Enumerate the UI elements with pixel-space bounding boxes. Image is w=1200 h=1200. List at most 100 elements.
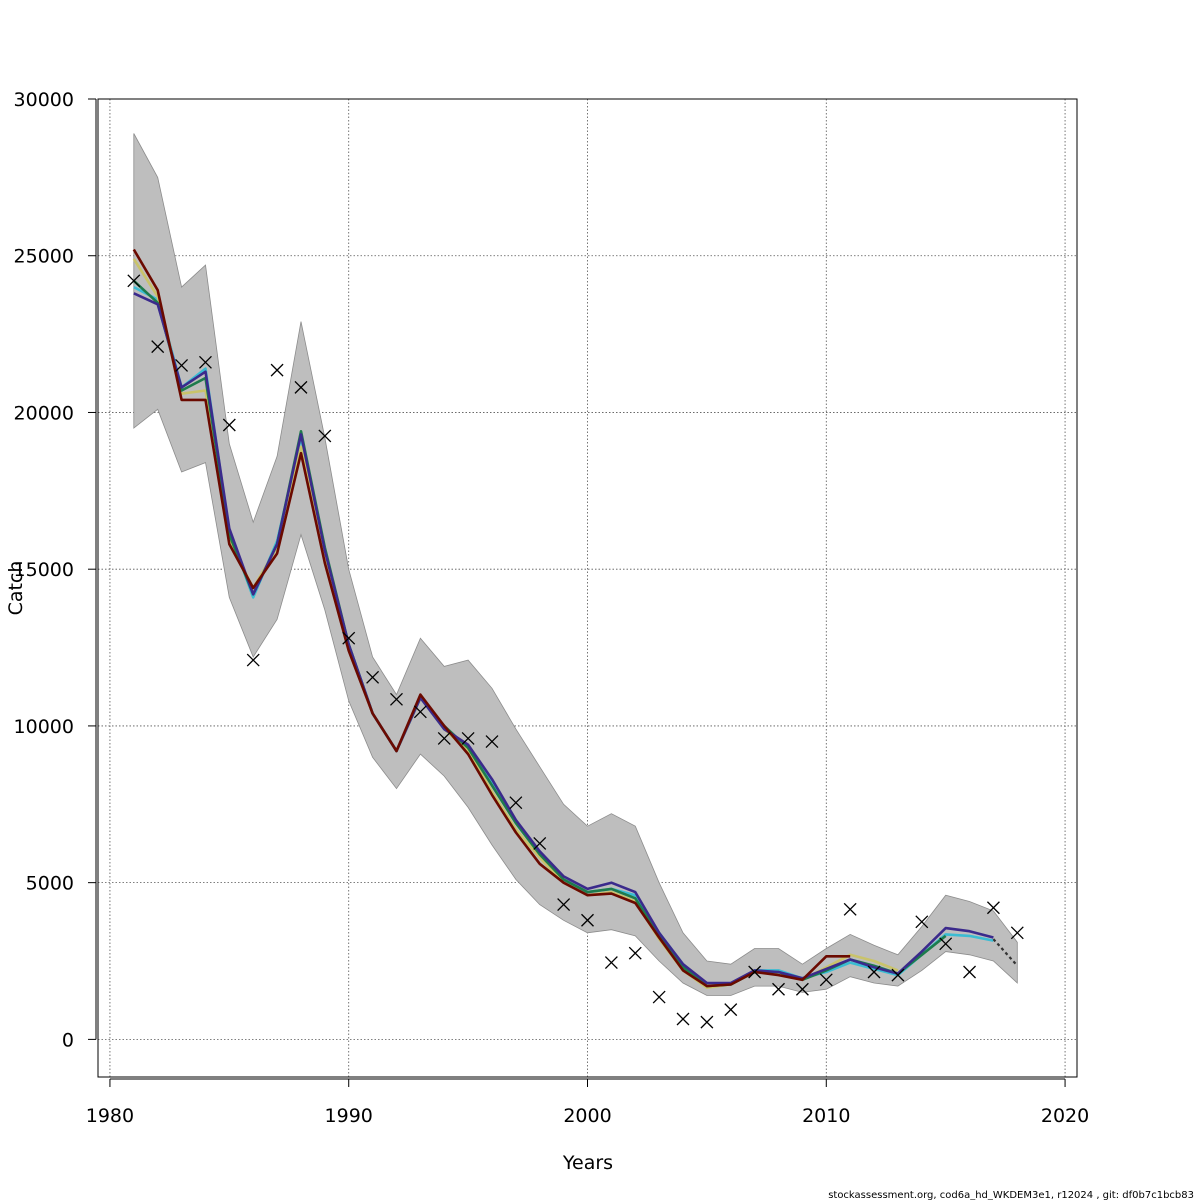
x-axis: 1980 1990 2000 2010 2020 xyxy=(86,1078,1089,1127)
observed-point-stroke xyxy=(151,340,165,354)
observed-point-stroke xyxy=(342,631,356,645)
observed-point xyxy=(963,965,977,979)
observed-point xyxy=(461,732,475,745)
observed-point xyxy=(270,363,284,377)
observed-point xyxy=(652,990,666,1004)
observed-point-stroke xyxy=(748,965,762,979)
observed-point-stroke xyxy=(986,901,1000,915)
observed-point xyxy=(366,670,380,684)
x-tick-label: 1990 xyxy=(325,1105,373,1127)
observed-point-stroke xyxy=(246,653,260,667)
observed-point-stroke xyxy=(413,705,427,719)
observed-point xyxy=(151,340,165,354)
observed-point xyxy=(581,913,594,927)
y-tick-label: 15000 xyxy=(14,559,74,581)
observed-point-stroke xyxy=(533,837,547,850)
y-tick-label: 20000 xyxy=(14,402,74,424)
observed-point xyxy=(628,946,642,960)
observed-point-stroke xyxy=(270,363,284,377)
observed-point-stroke xyxy=(891,968,905,982)
observed-point-stroke xyxy=(509,796,523,810)
observed-point-stroke xyxy=(127,274,141,288)
observed-point-stroke xyxy=(915,915,929,929)
observed-point xyxy=(1010,926,1024,940)
observed-point xyxy=(198,355,212,369)
observed-point-stroke xyxy=(795,982,809,996)
observed-point xyxy=(748,965,762,979)
observed-point xyxy=(294,380,308,394)
observed-point xyxy=(867,965,881,979)
observed-point xyxy=(342,631,356,645)
observed-point-stroke xyxy=(581,913,594,927)
observed-point-stroke xyxy=(557,898,571,912)
observed-point-stroke xyxy=(461,732,475,745)
x-tick-label: 2020 xyxy=(1041,1105,1089,1127)
observed-point xyxy=(485,735,499,749)
observed-point xyxy=(772,982,785,996)
observed-point-stroke xyxy=(652,990,666,1004)
y-tick-label: 30000 xyxy=(14,89,74,111)
observed-point xyxy=(939,937,953,951)
observed-point-stroke xyxy=(867,965,881,979)
observed-point-stroke xyxy=(390,692,403,706)
observed-point-stroke xyxy=(294,380,308,394)
observed-point xyxy=(986,901,1000,915)
observed-point-stroke xyxy=(939,937,953,951)
observed-point-stroke xyxy=(700,1015,714,1029)
observed-point xyxy=(557,898,571,912)
observed-point-stroke xyxy=(819,973,833,987)
observed-point xyxy=(222,418,236,432)
observed-point xyxy=(915,915,929,929)
x-tick-label: 2010 xyxy=(802,1105,850,1127)
observed-point-stroke xyxy=(676,1012,690,1026)
x-tick-label: 2000 xyxy=(563,1105,611,1127)
observed-point xyxy=(795,982,809,996)
observed-point xyxy=(509,796,523,810)
x-axis-title: Years xyxy=(562,1152,613,1174)
observed-point-stroke xyxy=(366,670,380,684)
observed-point-stroke xyxy=(1010,926,1024,940)
observed-point xyxy=(175,358,189,372)
observed-point xyxy=(318,429,332,443)
observed-point-stroke xyxy=(963,965,977,979)
observed-point-stroke xyxy=(318,429,332,443)
observed-point-stroke xyxy=(175,358,189,372)
plot-frame xyxy=(97,98,1078,1078)
series-lines xyxy=(132,248,1019,990)
series-line-5 xyxy=(132,248,851,988)
observed-point xyxy=(676,1012,690,1026)
observed-point-stroke xyxy=(437,732,451,745)
observed-point xyxy=(127,274,141,288)
y-axis-title: Catch xyxy=(5,561,27,616)
observed-point xyxy=(533,837,547,850)
observed-point xyxy=(700,1015,714,1029)
x-tick-label: 1980 xyxy=(86,1105,134,1127)
observed-point-stroke xyxy=(724,1003,738,1017)
y-tick-label: 0 xyxy=(62,1029,74,1051)
observed-point-stroke xyxy=(843,902,857,916)
observed-point-stroke xyxy=(628,946,642,960)
observed-point xyxy=(437,732,451,745)
observed-points xyxy=(127,274,1024,1029)
y-tick-label: 5000 xyxy=(26,873,74,895)
y-tick-label: 10000 xyxy=(14,716,74,738)
observed-point-stroke xyxy=(772,982,785,996)
series-line-4 xyxy=(133,292,994,985)
y-tick-label: 25000 xyxy=(14,246,74,268)
observed-point xyxy=(246,653,260,667)
observed-point xyxy=(843,902,857,916)
observed-point-stroke xyxy=(485,735,499,749)
observed-point-stroke xyxy=(604,956,618,970)
observed-point-stroke xyxy=(222,418,236,432)
confidence-band xyxy=(133,133,1018,996)
footer-text: stockassessment.org, cod6a_hd_WKDEM3e1, … xyxy=(828,1190,1194,1200)
observed-point xyxy=(604,956,618,970)
observed-point-stroke xyxy=(198,355,212,369)
observed-point xyxy=(390,692,403,706)
observed-point xyxy=(819,973,833,987)
confidence-band-area xyxy=(133,133,1018,996)
y-axis: 0 5000 10000 15000 20000 25000 30000 xyxy=(14,89,97,1051)
observed-point xyxy=(724,1003,738,1017)
observed-point xyxy=(891,968,905,982)
